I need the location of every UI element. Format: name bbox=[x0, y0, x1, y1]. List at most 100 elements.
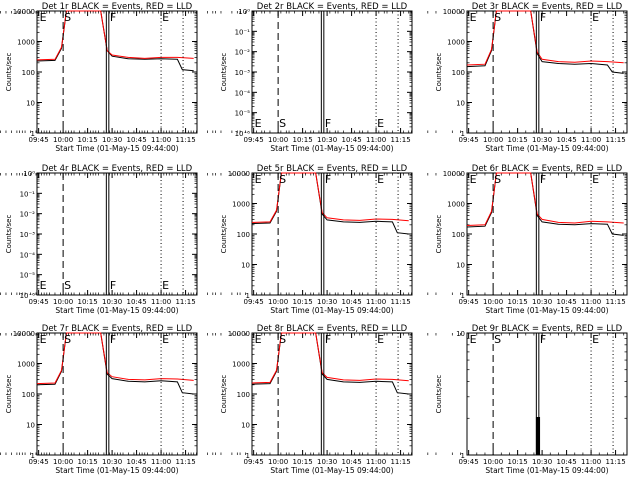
x-tick-label: 10:15 bbox=[508, 136, 528, 144]
y-tick-label: 10 bbox=[241, 262, 250, 270]
y-tick-label: 10000 bbox=[228, 330, 250, 338]
marker-letter: F bbox=[110, 279, 116, 292]
x-tick-label: 10:30 bbox=[317, 298, 337, 306]
x-tick-label: 10:45 bbox=[556, 136, 576, 144]
x-axis-label: Start Time (01-May-15 09:44:00) bbox=[270, 466, 393, 475]
x-tick-label: 11:00 bbox=[366, 458, 386, 466]
y-tick-label: 10⁻³ bbox=[20, 231, 36, 239]
marker-letter: S bbox=[279, 333, 286, 346]
x-tick-label: 09:45 bbox=[459, 136, 479, 144]
x-tick-label: 10:45 bbox=[556, 458, 576, 466]
x-axis-label: Start Time (01-May-15 09:44:00) bbox=[485, 144, 608, 153]
x-tick-label: 10:00 bbox=[53, 298, 73, 306]
x-tick-label: 11:15 bbox=[390, 298, 410, 306]
y-tick-label: 1 bbox=[461, 452, 465, 460]
x-tick-label: 10:30 bbox=[532, 458, 552, 466]
y-tick-label: 10⁰ bbox=[23, 170, 35, 178]
y-tick-label: 1 bbox=[31, 452, 35, 460]
x-tick-label: 10:00 bbox=[268, 458, 288, 466]
panel-title: Det 4r BLACK = Events, RED = LLD bbox=[42, 164, 193, 174]
marker-letter: S bbox=[494, 11, 501, 24]
x-tick-label: 10:45 bbox=[126, 458, 146, 466]
y-tick-label: 10000 bbox=[228, 170, 250, 178]
y-tick-label: 100 bbox=[237, 231, 250, 239]
marker-letter: E bbox=[40, 11, 47, 24]
y-tick-label: 1000 bbox=[17, 361, 35, 369]
y-tick-label: 10⁻¹ bbox=[235, 28, 251, 36]
marker-letter: F bbox=[325, 173, 331, 186]
x-tick-label: 09:45 bbox=[459, 458, 479, 466]
x-tick-label: 11:15 bbox=[605, 298, 625, 306]
x-axis-label: Start Time (01-May-15 09:44:00) bbox=[270, 306, 393, 315]
y-tick-label: 1 bbox=[461, 292, 465, 300]
panel-title: Det 7r BLACK = Events, RED = LLD bbox=[42, 324, 193, 334]
detector-panel: Det 7r BLACK = Events, RED = LLD 1 10 100 10… bbox=[5, 324, 198, 475]
x-tick-label: 10:00 bbox=[483, 136, 503, 144]
marker-letter: E bbox=[162, 333, 169, 346]
x-tick-label: 10:45 bbox=[341, 458, 361, 466]
y-tick-label: 100 bbox=[22, 69, 35, 77]
marker-letter: E bbox=[470, 11, 477, 24]
marker-letter: E bbox=[377, 333, 384, 346]
x-tick-label: 09:45 bbox=[459, 298, 479, 306]
y-tick-label: 10 bbox=[456, 262, 465, 270]
y-axis-label: Counts/sec bbox=[435, 375, 443, 414]
x-tick-label: 10:45 bbox=[126, 136, 146, 144]
x-tick-label: 10:00 bbox=[53, 136, 73, 144]
detector-panel: Det 9r BLACK = Events, RED = LLD 1 10 Count… bbox=[11, 324, 628, 475]
x-tick-label: 10:00 bbox=[268, 136, 288, 144]
marker-letter: F bbox=[325, 333, 331, 346]
x-tick-label: 11:15 bbox=[175, 458, 195, 466]
x-tick-label: 10:30 bbox=[532, 298, 552, 306]
marker-letter: E bbox=[377, 117, 384, 130]
x-tick-label: 09:45 bbox=[29, 298, 49, 306]
marker-letter: F bbox=[110, 11, 116, 24]
marker-letter: S bbox=[64, 279, 71, 292]
x-tick-label: 11:00 bbox=[581, 458, 601, 466]
detector-panel: Det 1r BLACK = Events, RED = LLD 1 10 100 10… bbox=[5, 2, 198, 153]
x-tick-label: 10:15 bbox=[508, 458, 528, 466]
y-axis-label: Counts/sec bbox=[5, 53, 13, 92]
detector-panel: Det 3r BLACK = Events, RED = LLD11010010… bbox=[11, 2, 628, 153]
x-tick-label: 10:30 bbox=[532, 136, 552, 144]
y-axis-label: Counts/sec bbox=[220, 215, 228, 254]
marker-letter: E bbox=[255, 333, 262, 346]
marker-letter: E bbox=[162, 11, 169, 24]
y-tick-label: 10⁻² bbox=[235, 49, 251, 57]
x-tick-label: 09:45 bbox=[29, 136, 49, 144]
x-axis-label: Start Time (01-May-15 09:44:00) bbox=[55, 144, 178, 153]
panel-title: Det 9r BLACK = Events, RED = LLD bbox=[472, 324, 623, 334]
plot-frame bbox=[466, 172, 628, 296]
y-tick-label: 10⁻⁵ bbox=[235, 110, 251, 118]
x-tick-label: 10:15 bbox=[508, 298, 528, 306]
y-tick-label: 10 bbox=[26, 422, 35, 430]
marker-letter: F bbox=[540, 333, 546, 346]
x-tick-label: 11:00 bbox=[151, 136, 171, 144]
x-tick-label: 10:00 bbox=[483, 298, 503, 306]
x-tick-label: 10:00 bbox=[483, 458, 503, 466]
marker-letter: E bbox=[470, 333, 477, 346]
y-tick-label: 10000 bbox=[13, 330, 35, 338]
plot-frame bbox=[36, 332, 198, 456]
lld-series-line bbox=[466, 172, 624, 226]
y-tick-label: 10 bbox=[241, 422, 250, 430]
marker-letter: F bbox=[540, 173, 546, 186]
x-tick-label: 10:45 bbox=[126, 298, 146, 306]
lld-series-line bbox=[466, 10, 624, 66]
marker-letter: S bbox=[279, 173, 286, 186]
plot-frame bbox=[251, 172, 413, 296]
y-tick-label: 10⁻² bbox=[20, 211, 36, 219]
y-tick-label: 1000 bbox=[447, 201, 465, 209]
marker-letter: S bbox=[64, 333, 71, 346]
x-tick-label: 11:15 bbox=[605, 136, 625, 144]
plot-frame bbox=[466, 10, 628, 134]
marker-letter: S bbox=[279, 117, 286, 130]
y-tick-label: 10⁻⁴ bbox=[235, 89, 251, 97]
x-tick-label: 10:45 bbox=[556, 298, 576, 306]
marker-letter: E bbox=[592, 333, 599, 346]
y-tick-label: 10000 bbox=[443, 8, 465, 16]
detector-panel: Det 5r BLACK = Events, RED = LLD 1 10 100 10… bbox=[0, 164, 413, 315]
x-axis-label: Start Time (01-May-15 09:44:00) bbox=[55, 306, 178, 315]
y-tick-label: 10000 bbox=[13, 8, 35, 16]
